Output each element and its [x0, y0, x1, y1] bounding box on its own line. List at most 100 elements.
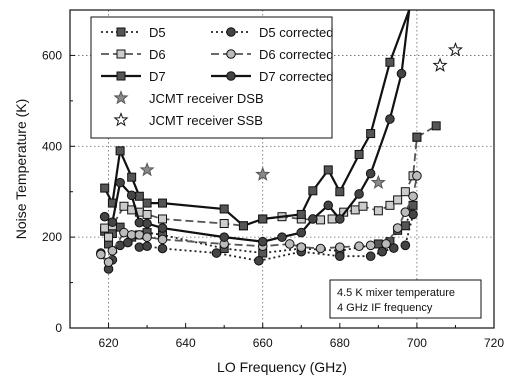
point-d6	[358, 201, 368, 211]
legend-label-jcmt-receiver-dsb: JCMT receiver DSB	[149, 91, 264, 106]
y-axis-ticks: 0 200 400 600	[42, 9, 75, 335]
point-d7-corrected	[308, 214, 318, 224]
legend-label-d6-corrected: D6 corrected	[259, 47, 333, 62]
point-d6	[385, 200, 395, 210]
point-d7-corrected	[354, 189, 364, 199]
point-d6-corrected	[335, 242, 345, 252]
legend-label-d5: D5	[149, 25, 166, 40]
legend-label-d7-corrected: D7 corrected	[259, 69, 333, 84]
point-d6-corrected	[103, 257, 114, 267]
legend-marker-jcmt-receiver-dsb	[113, 90, 129, 105]
point-d7-corrected	[126, 190, 137, 201]
point-d6	[100, 223, 110, 233]
annotation-box: 4.5 K mixer temperature 4 GHz IF frequen…	[329, 279, 482, 319]
point-d6	[373, 206, 383, 216]
point-d7	[366, 129, 376, 139]
series-d7-corrected	[99, 10, 411, 247]
point-d7	[296, 209, 306, 219]
point-d6	[327, 214, 337, 224]
point-d7-corrected	[335, 214, 345, 224]
point-d6-corrected	[354, 241, 364, 252]
point-d7	[158, 198, 168, 208]
legend-entry-d5-corrected: D5 corrected	[211, 25, 333, 40]
annotation-mixer-temperature: 4.5 K mixer temperature	[337, 287, 455, 299]
point-d6-corrected	[315, 243, 326, 254]
point-d7	[258, 214, 268, 224]
y-tick-label: 0	[55, 321, 62, 335]
point-d7	[142, 198, 152, 208]
x-tick-label: 720	[484, 336, 504, 350]
point-d6-corrected	[365, 240, 376, 251]
point-d7-corrected	[396, 68, 407, 79]
y-tick-label: 400	[42, 139, 62, 153]
point-d6-corrected	[157, 234, 168, 245]
legend-entry-jcmt-receiver-dsb: JCMT receiver DSB	[113, 90, 264, 106]
legend-marker-jcmt-receiver-ssb	[113, 112, 129, 127]
point-d5-corrected	[142, 241, 152, 252]
point-d5-corrected	[157, 243, 168, 254]
point-d6-corrected	[296, 242, 307, 252]
legend-entry-d7: D7	[101, 69, 166, 84]
point-d7	[385, 57, 395, 67]
legend-marker-d7-corrected	[226, 71, 236, 81]
point-d6	[142, 209, 152, 219]
point-d7	[127, 172, 137, 182]
series-jcmt-receiver-ssb	[432, 42, 463, 72]
point-d7-corrected	[157, 223, 168, 233]
x-axis-ticks: 620 640 660 680 700 720	[69, 323, 504, 350]
point-extension	[412, 132, 422, 142]
point-d7-corrected	[142, 218, 152, 229]
x-tick-label: 660	[253, 336, 273, 350]
point-d6	[219, 219, 229, 229]
annotation-frame	[329, 279, 482, 319]
series-layer	[96, 10, 463, 274]
y-axis-title: Noise Temperature (K)	[13, 99, 29, 240]
point-jcmt-receiver-dsb	[370, 174, 386, 190]
point-d6	[158, 214, 168, 224]
point-d6-corrected	[408, 191, 418, 202]
legend-entry-d5: D5	[101, 25, 166, 40]
legend-label-d5-corrected: D5 corrected	[259, 25, 333, 40]
point-jcmt-receiver-dsb	[255, 166, 271, 181]
point-d6-corrected	[392, 223, 403, 233]
point-d7	[308, 186, 318, 196]
point-d6	[316, 215, 326, 225]
legend-entry-d7-corrected: D7 corrected	[211, 69, 333, 84]
plot-frame	[69, 9, 495, 329]
point-d6	[400, 187, 410, 197]
point-d6-corrected	[381, 239, 391, 249]
point-d6	[119, 201, 129, 211]
legend-entry-d6: D6	[101, 47, 166, 62]
point-jcmt-receiver-dsb	[139, 161, 155, 177]
point-d5	[400, 221, 410, 231]
legend-box	[90, 16, 333, 139]
point-d7-corrected	[107, 217, 118, 227]
point-d7	[354, 149, 364, 159]
legend-marker-d6	[116, 49, 126, 59]
point-d6-corrected	[96, 249, 106, 260]
legend-label-d6: D6	[149, 47, 166, 62]
point-d7-corrected	[115, 177, 125, 188]
point-d7-corrected	[219, 232, 229, 242]
point-d5-corrected	[254, 255, 264, 266]
legend-label-d7: D7	[149, 69, 166, 84]
point-d6-corrected	[284, 239, 295, 249]
series-d5-corrected	[96, 209, 418, 274]
point-d6	[350, 205, 360, 215]
point-d5-corrected	[211, 248, 222, 258]
x-axis-title: LO Frequency (GHz)	[217, 359, 347, 375]
series-extension	[412, 121, 441, 142]
series-d6-corrected	[96, 171, 422, 267]
point-jcmt-receiver-ssb	[432, 57, 448, 72]
point-d5-corrected	[400, 240, 411, 251]
point-d7	[100, 183, 110, 193]
legend-entry-d6-corrected: D6 corrected	[211, 47, 333, 62]
point-d5-corrected	[377, 246, 388, 257]
point-d7-corrected	[277, 232, 287, 242]
point-d6-corrected	[412, 171, 422, 181]
point-d5-corrected	[388, 243, 399, 253]
x-tick-label: 700	[407, 336, 427, 350]
point-d7-corrected	[323, 200, 334, 211]
point-d7-corrected	[365, 168, 376, 179]
